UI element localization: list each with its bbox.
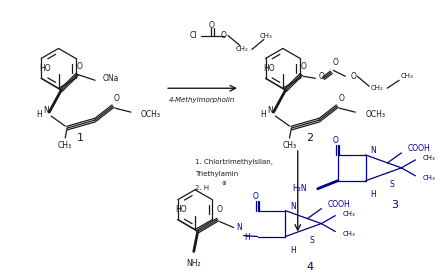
Text: CH₂: CH₂ — [235, 46, 248, 53]
Text: OCH₃: OCH₃ — [365, 110, 385, 119]
Text: N: N — [290, 202, 296, 211]
Text: H₂N: H₂N — [293, 184, 307, 193]
Text: Triethylamin: Triethylamin — [195, 171, 238, 177]
Text: CH₂: CH₂ — [371, 85, 384, 91]
Text: O: O — [333, 136, 338, 145]
Text: 1. Chlortrimethylsilan,: 1. Chlortrimethylsilan, — [195, 159, 273, 165]
Text: N: N — [237, 223, 242, 232]
Text: H: H — [245, 233, 250, 242]
Text: O: O — [350, 72, 356, 81]
Text: O: O — [209, 21, 215, 30]
Text: CH₃: CH₃ — [282, 142, 297, 150]
Text: 4: 4 — [306, 262, 313, 272]
Text: OCH₃: OCH₃ — [141, 110, 161, 119]
Text: HO: HO — [39, 64, 51, 73]
Text: COOH: COOH — [328, 200, 351, 209]
Text: O: O — [319, 72, 324, 81]
Text: S: S — [309, 236, 314, 245]
Text: O: O — [332, 58, 338, 67]
Text: CH₃: CH₃ — [401, 73, 414, 79]
Text: 1: 1 — [77, 133, 84, 143]
Text: N: N — [44, 106, 49, 115]
Text: O: O — [76, 62, 82, 71]
Text: O: O — [217, 205, 223, 214]
Text: CH₃: CH₃ — [58, 142, 72, 150]
Text: O: O — [114, 94, 120, 103]
Text: 4-Methylmorpholin: 4-Methylmorpholin — [169, 97, 235, 103]
Text: HO: HO — [176, 205, 187, 214]
Text: 3: 3 — [391, 200, 398, 210]
Text: H: H — [370, 190, 376, 199]
Text: NH₂: NH₂ — [187, 259, 201, 268]
Text: ⊕: ⊕ — [222, 181, 227, 186]
Text: CH₃: CH₃ — [260, 33, 272, 39]
Text: CH₃: CH₃ — [343, 230, 356, 237]
Text: Cl: Cl — [190, 31, 198, 40]
Text: COOH: COOH — [408, 145, 431, 153]
Text: O: O — [221, 31, 227, 40]
Text: O: O — [253, 192, 259, 201]
Text: H: H — [37, 110, 42, 119]
Text: CH₃: CH₃ — [423, 155, 436, 161]
Text: 2. H: 2. H — [195, 185, 209, 191]
Text: H: H — [290, 246, 296, 255]
Text: H: H — [260, 110, 266, 119]
Text: 2: 2 — [306, 133, 313, 143]
Text: N: N — [268, 106, 273, 115]
Text: O: O — [301, 62, 306, 71]
Text: N: N — [370, 147, 376, 155]
Text: HO: HO — [263, 64, 275, 73]
Text: ONa: ONa — [103, 74, 119, 83]
Text: O: O — [338, 94, 344, 103]
Text: CH₃: CH₃ — [423, 175, 436, 181]
Text: S: S — [389, 180, 394, 189]
Text: CH₃: CH₃ — [343, 211, 356, 217]
